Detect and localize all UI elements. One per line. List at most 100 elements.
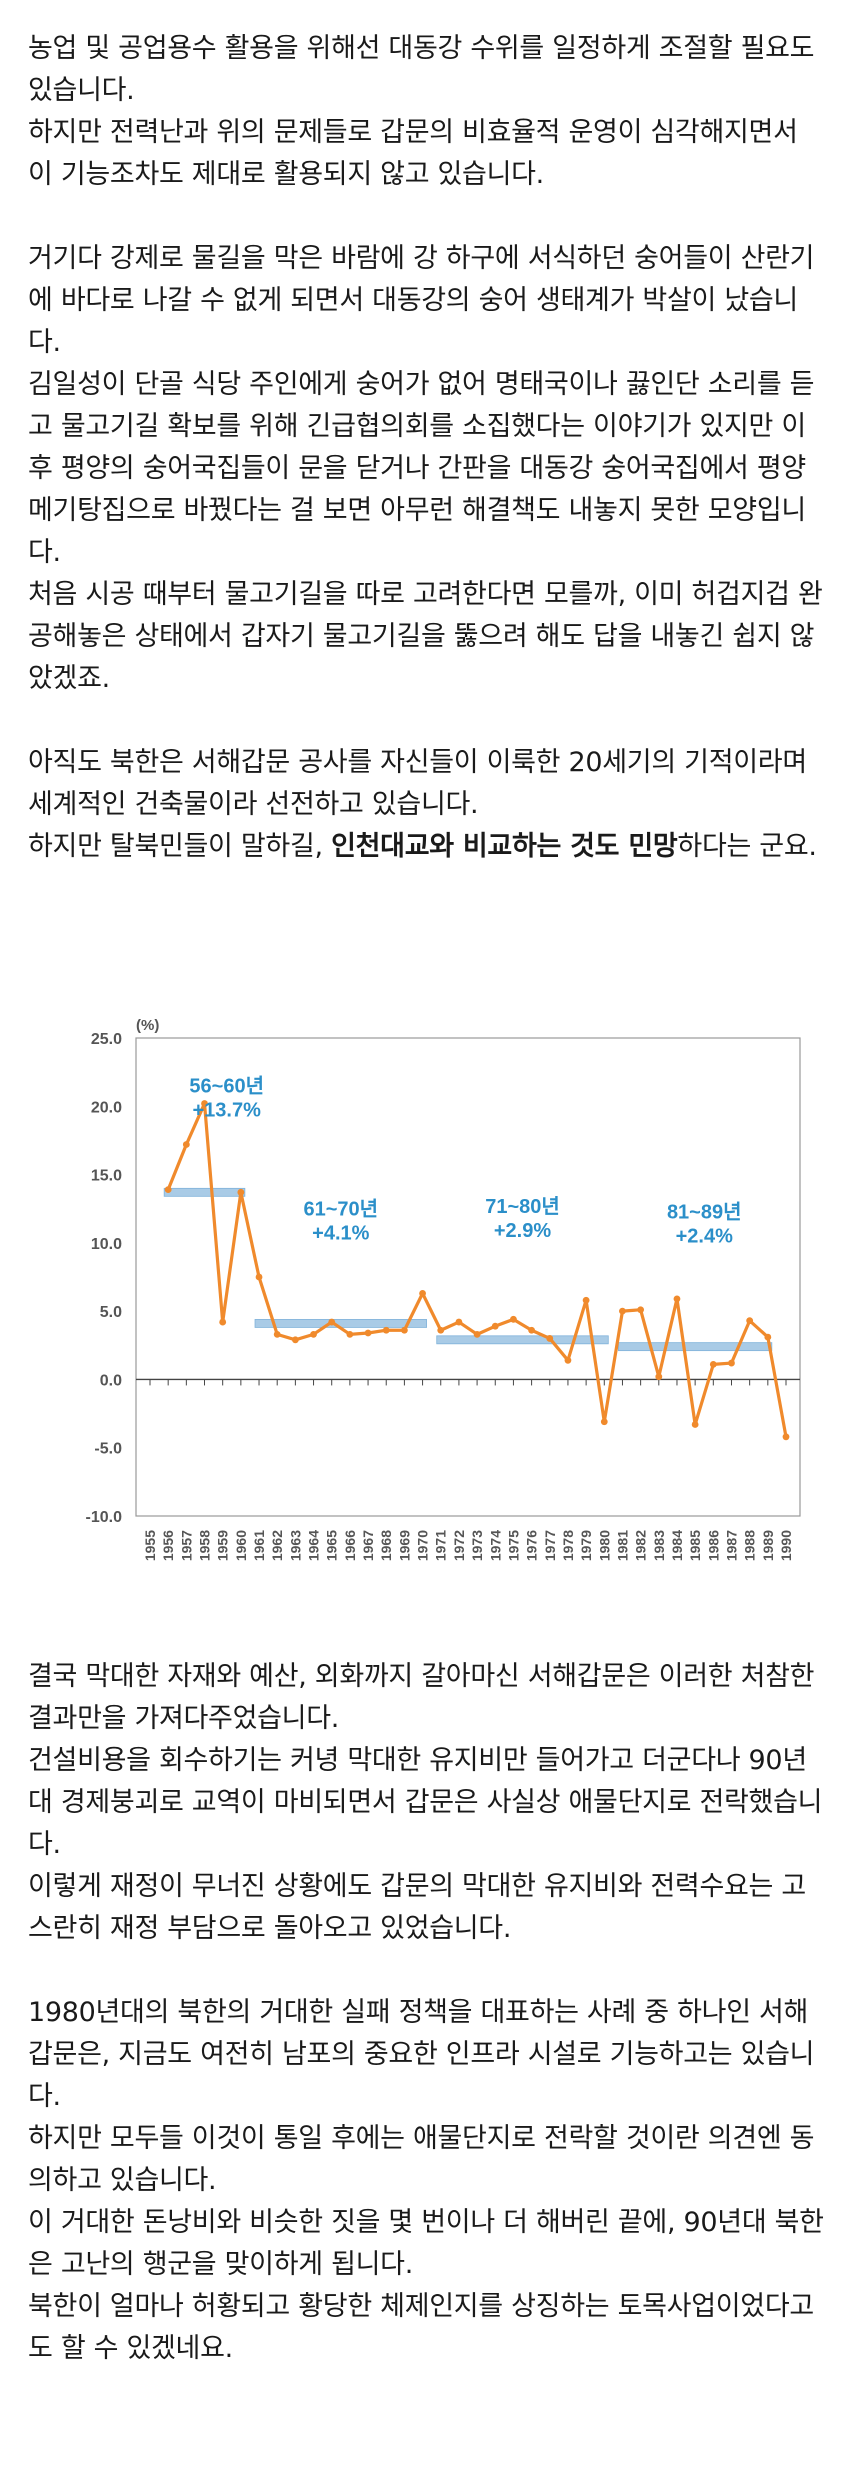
data-point [201, 1100, 208, 1107]
x-tick-label: 1956 [160, 1530, 176, 1561]
x-tick-label: 1961 [251, 1530, 267, 1561]
data-point [455, 1318, 463, 1326]
x-tick-label: 1976 [524, 1530, 540, 1561]
x-tick-label: 1981 [614, 1530, 630, 1561]
x-tick-label: 1957 [178, 1530, 194, 1561]
growth-rate-line [166, 1101, 788, 1438]
x-tick-label: 1975 [505, 1530, 521, 1561]
data-point [310, 1330, 317, 1338]
x-tick-label: 1962 [269, 1530, 285, 1561]
x-tick-label: 1974 [487, 1530, 503, 1561]
period-range-label: 61~70년 [304, 1198, 379, 1221]
x-tick-label: 1986 [705, 1530, 721, 1561]
x-tick-label: 1958 [197, 1530, 213, 1561]
period-average-bar [163, 1187, 246, 1197]
x-tick-label: 1980 [596, 1530, 612, 1561]
growth-rate-chart: (%) 25.0 20.0 15.0 10.0 5.0 0.0 -5.0 -10.0 1955 19… [28, 968, 828, 1608]
data-point [419, 1289, 426, 1297]
x-tick-label: 1955 [142, 1530, 158, 1561]
y-tick-label: 20.0 [91, 1099, 122, 1116]
period-range-label: 71~80년 [485, 1195, 560, 1218]
x-tick-label: 1971 [433, 1530, 449, 1561]
x-tick-label: 1960 [233, 1530, 249, 1561]
paragraph-propaganda-tail: 하다는 군요. [677, 831, 817, 862]
data-point [546, 1335, 554, 1342]
data-point [182, 1141, 190, 1148]
x-tick-label: 1990 [778, 1530, 794, 1561]
x-tick-label: 1984 [669, 1530, 685, 1561]
period-average-bar [436, 1335, 609, 1345]
period-average-bar [618, 1342, 773, 1352]
period-average-bar [254, 1319, 427, 1328]
paragraph-conclusion: 이 거대한 돈낭비와 비슷한 짓을 몇 번이나 더 해버린 끝에, 90년대 북… [28, 2207, 824, 2364]
period-average-label: +4.1% [312, 1223, 369, 1245]
y-tick-label: 0.0 [100, 1372, 122, 1389]
x-tick-label: 1968 [378, 1530, 394, 1561]
data-point [328, 1318, 336, 1326]
data-point [346, 1330, 354, 1338]
x-tick-label: 1973 [469, 1530, 485, 1561]
x-tick-label: 1982 [633, 1530, 649, 1561]
data-point [728, 1359, 735, 1367]
data-point [437, 1326, 445, 1334]
data-point [219, 1318, 227, 1326]
paragraph-aftermath: 결국 막대한 자재와 예산, 외화까지 갈아마신 서해갑문은 이러한 처참한 결… [28, 1661, 823, 1944]
x-tick-label: 1963 [287, 1530, 303, 1561]
x-tick-label: 1989 [760, 1530, 776, 1561]
x-tick-label: 1967 [360, 1530, 376, 1561]
data-point [528, 1326, 535, 1334]
data-point [691, 1421, 699, 1428]
y-unit-label: (%) [136, 1017, 159, 1034]
x-tick-label: 1979 [578, 1530, 594, 1561]
paragraph-propaganda-emphasis: 인천대교와 비교하는 것도 민망 [331, 831, 678, 862]
period-average-label: +2.9% [494, 1220, 551, 1242]
data-point [746, 1317, 754, 1325]
y-tick-label: 10.0 [91, 1236, 122, 1253]
x-tick-label: 1977 [542, 1530, 558, 1561]
y-tick-label: -10.0 [86, 1509, 123, 1526]
data-point [782, 1433, 790, 1441]
data-point [291, 1336, 299, 1344]
y-tick-label: 15.0 [91, 1168, 122, 1185]
paragraph-propaganda-lead: 아직도 북한은 서해갑문 공사를 자신들이 이룩한 20세기의 기적이라며 세계… [28, 747, 807, 862]
data-point [510, 1315, 517, 1323]
data-point [637, 1306, 645, 1314]
y-tick-label: 25.0 [91, 1031, 122, 1048]
data-point [255, 1273, 263, 1281]
paragraph-sluice-water-level: 농업 및 공업용수 활용을 위해선 대동강 수위를 일정하게 조절할 필요도 있… [28, 33, 815, 190]
data-point [237, 1188, 245, 1196]
x-tick-label: 1987 [723, 1530, 739, 1561]
data-point [473, 1330, 481, 1338]
period-range-label: 81~89년 [667, 1200, 742, 1223]
x-tick-label: 1969 [396, 1530, 412, 1561]
data-point [364, 1329, 372, 1337]
x-tick-label: 1966 [342, 1530, 358, 1561]
data-point [164, 1186, 172, 1193]
x-tick-label: 1965 [324, 1530, 340, 1561]
x-tick-label: 1964 [306, 1530, 322, 1561]
data-point [564, 1356, 572, 1364]
x-tick-label: 1988 [742, 1530, 758, 1561]
data-point [764, 1333, 772, 1341]
x-tick-label: 1970 [415, 1530, 431, 1561]
y-tick-label: -5.0 [94, 1441, 122, 1458]
data-point [709, 1361, 717, 1368]
data-point [600, 1418, 608, 1426]
x-tick-label: 1959 [215, 1530, 231, 1561]
data-point [273, 1330, 281, 1338]
period-range-label: 56~60년 [189, 1075, 264, 1098]
period-average-label: +13.7% [192, 1100, 261, 1122]
x-tick-label: 1985 [687, 1530, 703, 1561]
data-point [619, 1307, 626, 1315]
paragraph-mullet-ecosystem: 거기다 강제로 물길을 막은 바람에 강 하구에 서식하던 숭어들이 산란기에 … [28, 243, 823, 694]
data-point [582, 1296, 590, 1304]
x-tick-label: 1983 [651, 1530, 667, 1561]
period-average-label: +2.4% [676, 1225, 733, 1247]
plot-frame [135, 1037, 801, 1517]
x-tick-label: 1978 [560, 1530, 576, 1561]
data-point [673, 1295, 681, 1303]
paragraph-propaganda: 아직도 북한은 서해갑문 공사를 자신들이 이룩한 20세기의 기적이라며 세계… [28, 742, 828, 868]
data-point [382, 1326, 390, 1334]
data-point [401, 1326, 408, 1334]
